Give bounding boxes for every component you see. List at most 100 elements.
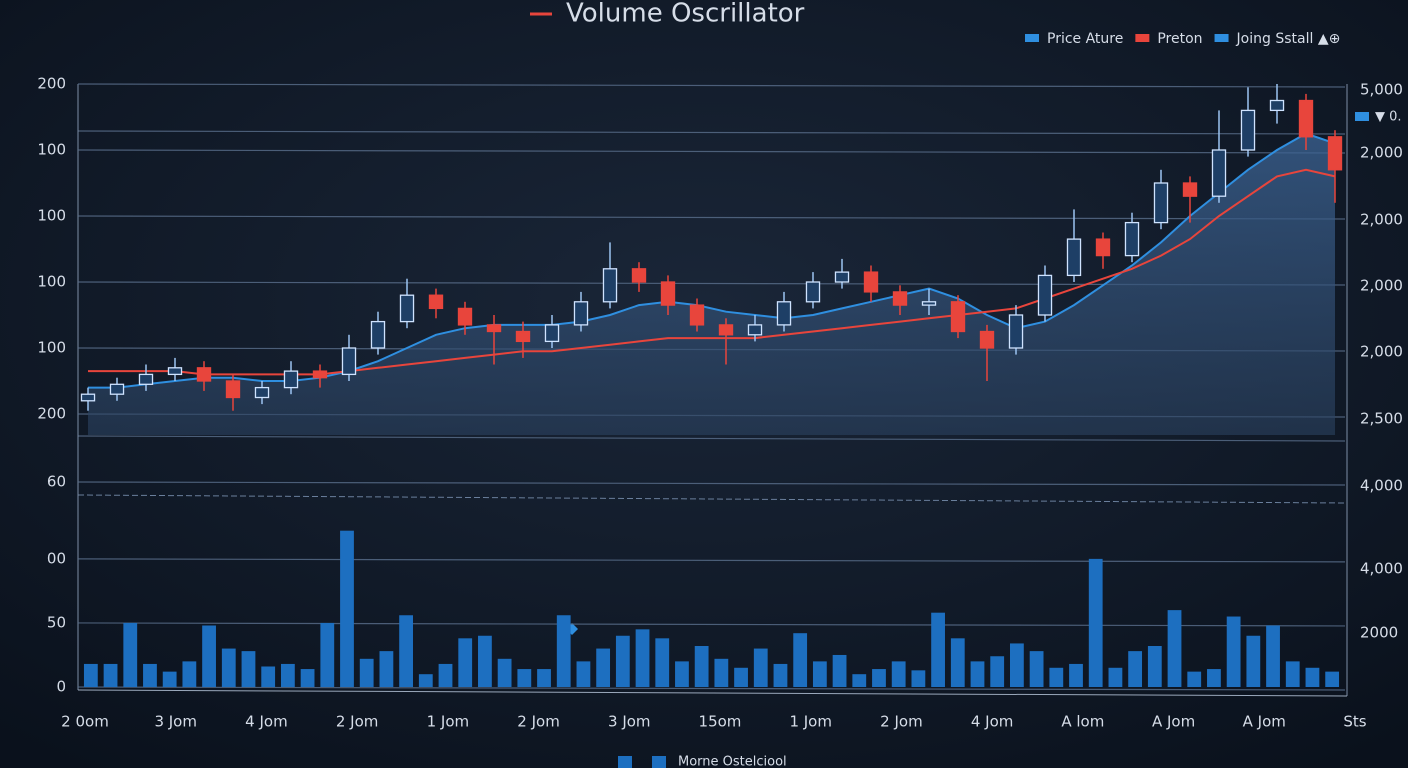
- volume-bar: [596, 648, 611, 687]
- y-tick-label: 100: [37, 273, 66, 291]
- right-axis-label: 4,000: [1360, 560, 1403, 578]
- candle-body: [1269, 99, 1285, 112]
- divider: [77, 435, 1346, 442]
- volume-bar: [1010, 643, 1024, 687]
- legend-swatch: [1025, 34, 1039, 42]
- volume-bar: [221, 648, 236, 687]
- volume-bar: [655, 638, 670, 687]
- candle-body: [1095, 238, 1111, 257]
- grid-line: [77, 215, 1346, 220]
- grid-line: [77, 686, 1346, 691]
- candle-body: [254, 386, 270, 399]
- x-tick-label: A Jom: [1243, 713, 1286, 731]
- candle-body: [602, 268, 618, 303]
- candle-body: [80, 393, 96, 402]
- volume-bar: [123, 622, 138, 687]
- candle-body: [1240, 109, 1256, 151]
- volume-bar: [478, 635, 492, 687]
- x-axis: [77, 689, 1348, 697]
- volume-bar: [950, 638, 965, 687]
- volume-bar: [556, 615, 571, 687]
- candle-body: [631, 268, 647, 283]
- volume-bar: [1226, 616, 1241, 687]
- divider: [77, 494, 1346, 504]
- candle-body: [167, 367, 183, 376]
- volume-bar: [241, 651, 256, 687]
- right-axis-label: 4,000: [1360, 477, 1403, 495]
- candle-body: [834, 271, 850, 283]
- candle-body: [1124, 221, 1140, 257]
- volume-bar: [399, 615, 413, 687]
- volume-bar: [438, 663, 453, 687]
- volume-bar: [300, 669, 315, 687]
- volume-bar: [694, 646, 709, 687]
- volume-bar: [852, 674, 867, 687]
- volume-bar: [103, 663, 118, 687]
- candle-body: [1066, 238, 1082, 277]
- volume-bar: [1108, 667, 1123, 687]
- right-axis-label: 2,500: [1360, 410, 1403, 428]
- volume-bar: [1128, 651, 1143, 687]
- y-tick-label: 50: [47, 613, 66, 631]
- volume-bar: [1266, 625, 1280, 687]
- candle-body: [1211, 149, 1227, 197]
- legend-swatch: [652, 756, 666, 768]
- volume-bar: [615, 635, 630, 687]
- candle-body: [1153, 182, 1169, 224]
- area: [88, 133, 1335, 435]
- volume-bar: [872, 669, 886, 687]
- candle-body: [283, 370, 299, 389]
- x-tick-label: A lom: [1061, 713, 1104, 731]
- volume-bar: [832, 654, 847, 687]
- y-tick-label: 00: [47, 549, 66, 567]
- x-tick-label: A Jom: [1152, 713, 1195, 731]
- volume-bar: [359, 658, 374, 687]
- volume-bar: [83, 663, 98, 687]
- candle-body: [863, 271, 879, 293]
- volume-bar: [537, 669, 551, 687]
- volume-bar: [675, 661, 689, 687]
- right-axis-label: 5,000: [1360, 81, 1403, 99]
- volume-bar: [1305, 667, 1320, 687]
- volume-bar: [517, 669, 532, 687]
- grid-line: [77, 149, 1346, 154]
- volume-bar: [714, 658, 729, 687]
- volume-bar: [1285, 661, 1300, 687]
- volume-bar: [497, 658, 512, 687]
- volume-bar: [1147, 646, 1162, 687]
- volume-bar: [162, 671, 177, 687]
- candle-body: [341, 347, 357, 376]
- volume-bar: [143, 663, 157, 687]
- volume-bar: [931, 612, 945, 687]
- y-tick-label: 100: [37, 207, 66, 225]
- volume-bar: [182, 661, 197, 687]
- candle-body: [370, 320, 386, 349]
- candle-body: [660, 281, 676, 306]
- candle-body: [1008, 314, 1024, 349]
- volume-bar: [320, 622, 335, 687]
- x-tick-label: 2 Jom: [517, 713, 560, 731]
- grid-line: [77, 481, 1346, 486]
- candle-body: [544, 324, 560, 343]
- grid-line: [77, 558, 1346, 563]
- candle-body: [1298, 99, 1314, 138]
- candle-body: [109, 383, 125, 395]
- y-tick-label: 60: [47, 473, 66, 491]
- x-tick-label: 3 Jom: [608, 713, 651, 731]
- right-axis-label: 2,000: [1360, 144, 1403, 162]
- volume-bar: [1049, 667, 1064, 687]
- candle-body: [805, 281, 821, 303]
- volume-bar: [379, 651, 394, 687]
- volume-bar: [773, 663, 788, 687]
- x-tick-label: 3 Jom: [154, 713, 197, 731]
- x-tick-label: Sts: [1343, 713, 1366, 731]
- candle-body: [196, 367, 212, 382]
- legend-label: Joing Sstall ▲⊕: [1236, 31, 1341, 47]
- legend-swatch: [1214, 34, 1229, 42]
- candle-body: [1182, 182, 1198, 197]
- x-tick-label: 4 Jom: [971, 713, 1014, 731]
- chart-title: Volume Oscrillator: [566, 0, 805, 29]
- x-tick-label: 4 Jom: [245, 713, 288, 731]
